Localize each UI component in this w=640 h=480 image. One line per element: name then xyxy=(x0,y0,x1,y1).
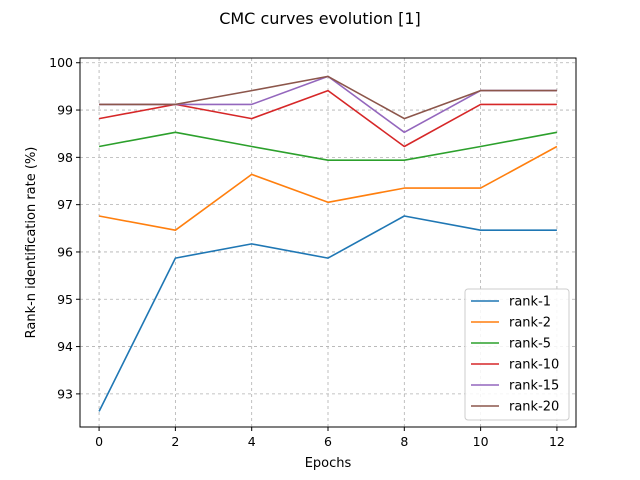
x-tick-label: 6 xyxy=(324,434,332,449)
y-tick-label: 93 xyxy=(57,386,73,401)
x-tick-label: 10 xyxy=(473,434,489,449)
y-tick-label: 95 xyxy=(57,292,73,307)
x-axis-ticks: 0 2 4 6 8 10 12 xyxy=(95,427,565,449)
x-tick-label: 0 xyxy=(95,434,103,449)
y-axis-ticks: 93 94 95 96 97 98 99 100 xyxy=(49,55,80,401)
x-tick-label: 8 xyxy=(400,434,408,449)
y-tick-label: 94 xyxy=(57,339,73,354)
x-tick-label: 4 xyxy=(248,434,256,449)
series-line-rank-2 xyxy=(98,145,558,231)
legend-label-rank-10: rank-10 xyxy=(509,358,559,373)
legend-label-rank-15: rank-15 xyxy=(509,379,559,394)
series-line-rank-20 xyxy=(99,75,557,120)
legend-label-rank-2: rank-2 xyxy=(509,316,551,331)
chart-title: CMC curves evolution [1] xyxy=(219,9,421,28)
y-tick-label: 97 xyxy=(57,197,73,212)
legend: rank-1 rank-2 rank-5 rank-10 rank-15 rank-20 xyxy=(464,288,570,421)
legend-label-rank-1: rank-1 xyxy=(509,295,551,310)
series-lines xyxy=(98,75,558,412)
legend-label-rank-20: rank-20 xyxy=(509,400,559,415)
x-axis-label: Epochs xyxy=(305,456,352,471)
y-tick-label: 96 xyxy=(57,244,73,259)
x-tick-label: 12 xyxy=(549,434,565,449)
y-axis-label: Rank-n identification rate (%) xyxy=(24,147,39,339)
y-tick-label: 99 xyxy=(57,103,73,118)
series-line-rank-1 xyxy=(98,215,557,412)
legend-label-rank-5: rank-5 xyxy=(509,337,551,352)
series-line-rank-5 xyxy=(98,131,558,161)
y-tick-label: 100 xyxy=(49,55,73,70)
x-tick-label: 2 xyxy=(171,434,179,449)
y-tick-label: 98 xyxy=(57,150,73,165)
